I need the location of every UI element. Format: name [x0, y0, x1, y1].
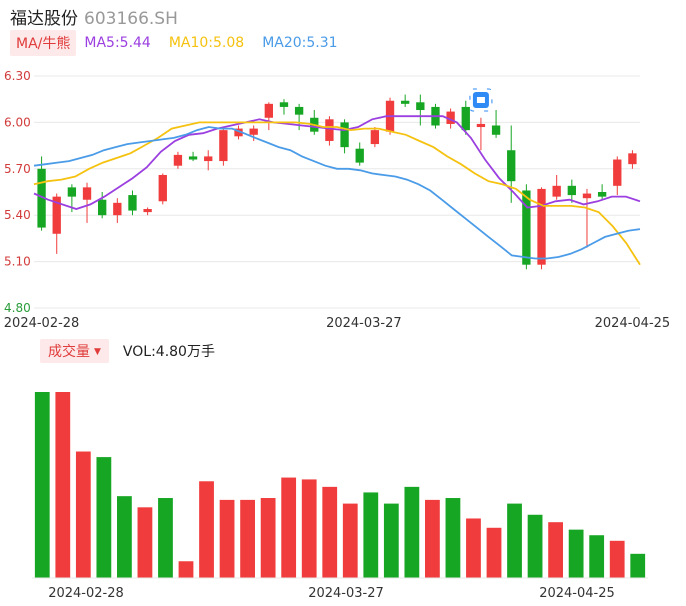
candle-body	[67, 187, 77, 197]
y-tick-label: 6.00	[4, 115, 31, 129]
candle-body	[446, 111, 455, 124]
candle-body	[158, 174, 167, 202]
caret-down-icon: ▼	[94, 347, 101, 357]
candle-body	[264, 103, 273, 118]
volume-legend: 成交量 ▼ VOL:4.80万手	[40, 339, 215, 363]
volume-bar	[342, 503, 358, 578]
volume-bar	[178, 561, 194, 578]
candle-body	[37, 168, 46, 228]
volume-bar	[589, 535, 605, 578]
volume-x-tick-label: 2024-03-27	[308, 586, 384, 601]
candle-body	[567, 185, 576, 196]
y-tick-label: 4.80	[4, 301, 31, 315]
volume-bar	[219, 499, 235, 578]
candle-body	[582, 193, 592, 199]
candle-body	[188, 156, 198, 160]
volume-x-tick-label: 2024-04-25	[539, 586, 615, 601]
volume-bar	[117, 496, 132, 578]
ma5-line	[33, 115, 641, 210]
stock-title: 福达股份 603166.SH	[10, 4, 178, 29]
x-tick-label: 2024-02-28	[4, 316, 80, 331]
volume-bar	[322, 486, 338, 578]
volume-bar	[137, 507, 153, 578]
candle-body	[219, 130, 228, 162]
candle-body	[355, 148, 364, 163]
ma20-line	[33, 126, 641, 260]
y-tick-label: 5.70	[4, 162, 31, 176]
ma-indicator-tag[interactable]: MA/牛熊	[10, 30, 77, 56]
candle-body	[173, 154, 183, 166]
candle-body	[249, 128, 258, 135]
candle-body	[491, 125, 501, 135]
volume-bar	[630, 553, 646, 578]
volume-bar	[199, 481, 214, 578]
news-marker-icon	[469, 88, 493, 112]
candle-body	[204, 156, 213, 162]
volume-bar	[260, 498, 276, 578]
candle-body	[52, 196, 61, 234]
volume-bar	[240, 499, 255, 578]
candle-body	[234, 128, 243, 137]
volume-bar	[363, 492, 379, 578]
y-tick-label: 5.40	[4, 208, 31, 222]
volume-value: VOL:4.80万手	[122, 344, 215, 360]
volume-bar	[55, 392, 71, 578]
candle-body	[294, 106, 304, 115]
volume-bar	[301, 479, 317, 578]
candle-body	[613, 159, 622, 186]
y-tick-label: 6.30	[4, 69, 31, 83]
candle-body	[507, 150, 516, 182]
candle-body	[537, 188, 546, 265]
volume-bar	[75, 451, 91, 578]
candle-body	[143, 209, 152, 213]
volume-bar	[507, 503, 522, 578]
volume-bar	[96, 457, 112, 578]
volume-bar	[34, 392, 50, 578]
ma20-legend: MA20:5.31	[262, 35, 338, 51]
candle-body	[522, 190, 531, 265]
candle-body	[628, 153, 637, 165]
candle-body	[340, 122, 349, 148]
candle-body	[113, 202, 122, 216]
volume-bar	[445, 498, 461, 578]
stock-code: 603166.SH	[84, 9, 178, 29]
volume-indicator-tag[interactable]: 成交量 ▼	[40, 339, 109, 363]
volume-bar	[548, 522, 563, 578]
volume-bar	[609, 540, 625, 578]
candle-body	[370, 130, 380, 145]
candle-body	[597, 192, 607, 197]
volume-bar	[404, 486, 420, 578]
ma10-legend: MA10:5.08	[168, 35, 245, 51]
volume-bar	[281, 477, 297, 578]
candle-body	[325, 119, 334, 141]
volume-bar	[527, 514, 543, 578]
candle-body	[416, 102, 425, 111]
volume-bar	[568, 529, 584, 578]
volume-bar	[158, 498, 173, 578]
ma-legend: MA/牛熊 MA5:5.44 MA10:5.08 MA20:5.31	[10, 30, 356, 56]
badge-frame	[469, 88, 493, 112]
volume-bar	[466, 518, 481, 578]
candle-body	[128, 195, 137, 211]
volume-bar	[425, 499, 440, 578]
volume-bar	[486, 527, 502, 578]
candle-body	[401, 100, 410, 104]
candle-body	[82, 187, 92, 200]
candle-body	[279, 102, 289, 107]
y-tick-label: 5.10	[4, 255, 31, 269]
volume-tag-label: 成交量	[48, 344, 90, 360]
volume-x-tick-label: 2024-02-28	[48, 586, 124, 601]
x-tick-label: 2024-04-25	[595, 316, 671, 331]
badge-glyph	[476, 97, 485, 103]
stock-name: 福达股份	[10, 9, 78, 29]
candle-body	[476, 123, 486, 128]
ma10-line	[33, 121, 641, 266]
candle-body	[552, 185, 561, 197]
candle-body	[461, 106, 470, 131]
candle-body	[98, 199, 107, 216]
volume-bar	[383, 503, 399, 578]
ma5-legend: MA5:5.44	[84, 35, 151, 51]
x-tick-label: 2024-03-27	[326, 316, 402, 331]
